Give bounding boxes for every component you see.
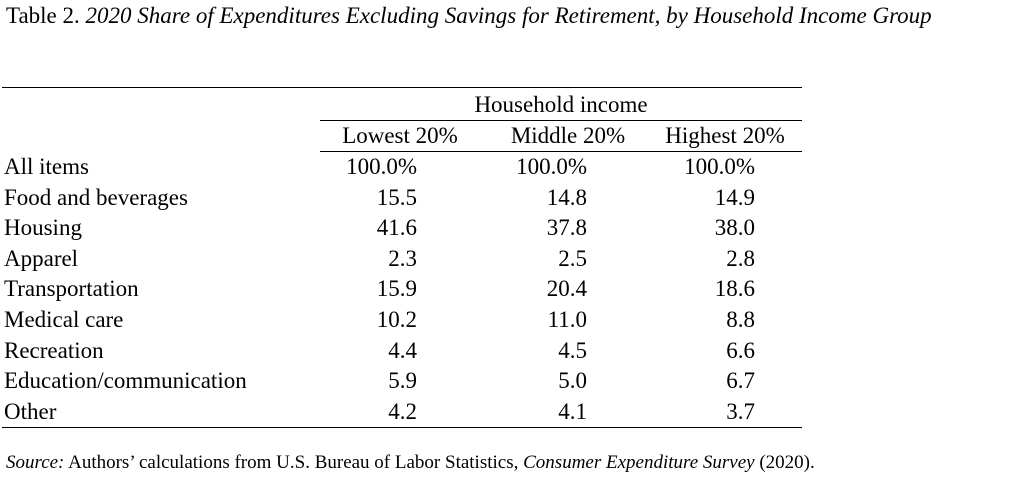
source-label: Source:	[6, 452, 65, 473]
cell-lowest: 2.3	[388, 245, 417, 271]
cell-lowest: 5.9	[388, 368, 417, 394]
table-body: All items 100.0% 100.0% 100.0% Food and …	[2, 152, 802, 427]
table-title: Table 2. 2020 Share of Expenditures Excl…	[6, 2, 1006, 30]
table-row: Transportation 15.9 20.4 18.6	[2, 274, 802, 305]
column-header-lowest: Lowest 20%	[342, 123, 458, 148]
cell-lowest: 4.4	[388, 337, 417, 363]
cell-highest: 14.9	[714, 184, 755, 210]
table-row: Education/communication 5.9 5.0 6.7	[2, 366, 802, 397]
cell-lowest: 4.2	[388, 398, 417, 424]
column-header-rule	[320, 151, 802, 152]
cell-highest: 2.8	[726, 245, 755, 271]
source-survey-name: Consumer Expenditure Survey	[523, 452, 755, 473]
column-header-highest: Highest 20%	[665, 123, 785, 148]
household-income-header: Household income	[474, 92, 648, 117]
source-text: Authors’ calculations from U.S. Bureau o…	[64, 452, 524, 473]
cell-lowest: 10.2	[376, 306, 417, 332]
cell-middle: 14.8	[546, 184, 587, 210]
table-row: Recreation 4.4 4.5 6.6	[2, 336, 802, 367]
cell-highest: 8.8	[726, 306, 755, 332]
group-header-rule	[320, 120, 802, 121]
cell-lowest: 100.0%	[346, 154, 417, 179]
row-label: Transportation	[4, 276, 139, 302]
cell-middle: 4.5	[558, 337, 587, 363]
row-label: Apparel	[4, 245, 79, 271]
row-label: Other	[4, 398, 57, 424]
cell-middle: 11.0	[547, 306, 587, 332]
table-row: Housing 41.6 37.8 38.0	[2, 213, 802, 244]
cell-middle: 2.5	[558, 245, 587, 271]
table-row: Other 4.2 4.1 3.7	[2, 397, 802, 428]
cell-highest: 6.7	[726, 368, 755, 394]
table-title-prefix: Table 2.	[6, 3, 80, 28]
row-label: Education/communication	[4, 368, 247, 394]
source-note: Source: Authors’ calculations from U.S. …	[6, 451, 1016, 475]
cell-middle: 20.4	[546, 276, 587, 302]
row-label: All items	[4, 154, 89, 179]
cell-middle: 5.0	[558, 368, 587, 394]
cell-highest: 18.6	[714, 276, 755, 302]
cell-highest: 100.0%	[684, 154, 755, 179]
table-top-rule	[2, 87, 802, 88]
cell-middle: 100.0%	[516, 154, 587, 179]
table-row: Medical care 10.2 11.0 8.8	[2, 305, 802, 336]
table-bottom-rule	[2, 427, 802, 428]
table-row: Food and beverages 15.5 14.8 14.9	[2, 183, 802, 214]
table-row: All items 100.0% 100.0% 100.0%	[2, 152, 802, 183]
row-label: Housing	[4, 215, 82, 241]
cell-highest: 38.0	[714, 215, 755, 241]
source-year: (2020).	[754, 452, 815, 473]
row-label: Medical care	[4, 306, 124, 332]
table-row: Apparel 2.3 2.5 2.8	[2, 244, 802, 275]
cell-middle: 4.1	[558, 398, 587, 424]
cell-lowest: 41.6	[376, 215, 417, 241]
cell-middle: 37.8	[546, 215, 587, 241]
table-title-text: 2020 Share of Expenditures Excluding Sav…	[85, 3, 932, 28]
cell-lowest: 15.9	[376, 276, 417, 302]
row-label: Recreation	[4, 337, 104, 363]
cell-highest: 6.6	[726, 337, 755, 363]
column-header-middle: Middle 20%	[510, 123, 626, 148]
cell-highest: 3.7	[726, 398, 755, 424]
cell-lowest: 15.5	[376, 184, 417, 210]
row-label: Food and beverages	[4, 184, 188, 210]
